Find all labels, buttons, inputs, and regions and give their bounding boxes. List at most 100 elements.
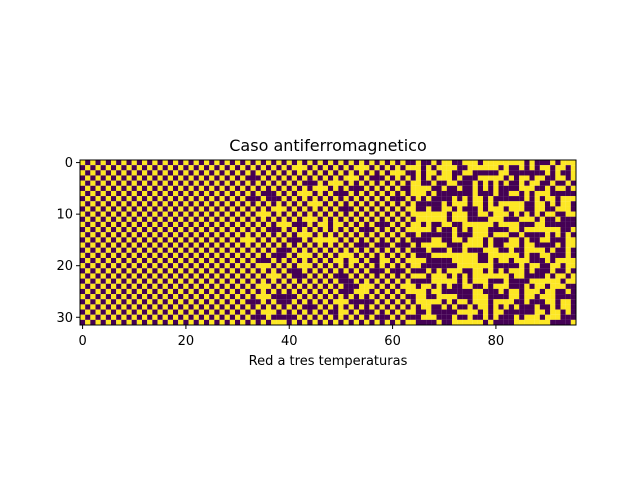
heatmap-cell bbox=[493, 185, 499, 191]
heatmap-cell bbox=[204, 268, 210, 274]
heatmap-cell bbox=[348, 227, 354, 233]
heatmap-cell bbox=[286, 319, 292, 326]
heatmap-cell bbox=[291, 257, 298, 264]
heatmap-cell bbox=[255, 170, 261, 176]
heatmap-cell bbox=[100, 180, 106, 186]
heatmap-cell bbox=[281, 242, 287, 248]
heatmap-cell bbox=[266, 170, 272, 176]
heatmap-cell bbox=[338, 170, 344, 176]
heatmap-cell bbox=[328, 170, 334, 176]
heatmap-cell bbox=[405, 201, 411, 207]
heatmap-cell bbox=[498, 242, 504, 248]
heatmap-cell bbox=[204, 190, 210, 197]
heatmap-cell bbox=[431, 278, 437, 284]
heatmap-cell bbox=[271, 190, 277, 197]
heatmap-cell bbox=[266, 319, 272, 326]
heatmap-cell bbox=[565, 283, 571, 289]
heatmap-cell bbox=[333, 247, 339, 253]
heatmap-cell bbox=[142, 211, 148, 217]
heatmap-cell bbox=[131, 180, 137, 186]
heatmap-cell bbox=[162, 211, 168, 217]
heatmap-cell bbox=[116, 263, 122, 269]
heatmap-cell bbox=[286, 201, 292, 207]
heatmap-cell bbox=[126, 211, 132, 217]
heatmap-cell bbox=[90, 221, 96, 228]
heatmap-cell bbox=[508, 309, 515, 315]
heatmap-cell bbox=[514, 237, 520, 243]
heatmap-cell bbox=[472, 273, 478, 279]
heatmap-cell bbox=[384, 165, 391, 171]
heatmap-cell bbox=[229, 319, 236, 326]
heatmap-cell bbox=[472, 257, 478, 264]
heatmap-cell bbox=[560, 216, 566, 222]
heatmap-cell bbox=[550, 278, 556, 284]
heatmap-cell bbox=[348, 314, 354, 320]
heatmap-cell bbox=[348, 257, 354, 264]
heatmap-cell bbox=[555, 309, 561, 315]
heatmap-cell bbox=[560, 232, 566, 238]
heatmap-cell bbox=[457, 165, 463, 171]
heatmap-cell bbox=[147, 304, 153, 310]
heatmap-cell bbox=[457, 211, 463, 217]
heatmap-cell bbox=[188, 257, 194, 264]
heatmap-cell bbox=[80, 247, 86, 253]
heatmap-cell bbox=[147, 278, 153, 284]
heatmap-cell bbox=[519, 227, 525, 233]
heatmap-cell bbox=[483, 165, 489, 171]
heatmap-cell bbox=[415, 294, 422, 300]
heatmap-cell bbox=[514, 227, 520, 233]
heatmap-cell bbox=[147, 247, 153, 253]
heatmap-cell bbox=[328, 232, 334, 238]
heatmap-cell bbox=[503, 268, 509, 274]
heatmap-cell bbox=[374, 206, 380, 212]
heatmap-cell bbox=[312, 273, 318, 279]
heatmap-cell bbox=[436, 257, 442, 264]
heatmap-cell bbox=[136, 314, 143, 320]
heatmap-cell bbox=[395, 263, 401, 269]
heatmap-cell bbox=[353, 263, 360, 269]
heatmap-cell bbox=[188, 201, 194, 207]
heatmap-cell bbox=[364, 170, 370, 176]
heatmap-cell bbox=[178, 190, 184, 197]
heatmap-cell bbox=[276, 175, 282, 181]
heatmap-cell bbox=[457, 242, 463, 248]
heatmap-cell bbox=[297, 309, 303, 315]
heatmap-cell bbox=[338, 160, 344, 166]
heatmap-cell bbox=[85, 278, 91, 284]
heatmap-cell bbox=[524, 319, 530, 326]
heatmap-cell bbox=[338, 288, 344, 295]
heatmap-cell bbox=[415, 211, 422, 217]
heatmap-cell bbox=[219, 252, 225, 259]
heatmap-cell bbox=[317, 216, 323, 222]
heatmap-cell bbox=[147, 190, 153, 197]
heatmap-cell bbox=[514, 190, 520, 197]
heatmap-cell bbox=[307, 190, 313, 197]
heatmap-cell bbox=[421, 170, 427, 176]
heatmap-cell bbox=[421, 299, 427, 305]
heatmap-cell bbox=[493, 283, 499, 289]
heatmap-cell bbox=[343, 268, 349, 274]
heatmap-cell bbox=[121, 211, 127, 217]
heatmap-cell bbox=[317, 160, 323, 166]
heatmap-cell bbox=[80, 242, 86, 248]
heatmap-cell bbox=[529, 227, 535, 233]
heatmap-cell bbox=[183, 221, 189, 228]
heatmap-cell bbox=[85, 190, 91, 197]
heatmap-cell bbox=[534, 190, 540, 197]
heatmap-cell bbox=[95, 165, 101, 171]
heatmap-cell bbox=[126, 314, 132, 320]
heatmap-cell bbox=[271, 237, 277, 243]
heatmap-cell bbox=[359, 288, 365, 295]
heatmap-cell bbox=[529, 288, 535, 295]
heatmap-cell bbox=[250, 273, 256, 279]
heatmap-cell bbox=[312, 201, 318, 207]
heatmap-cell bbox=[281, 211, 287, 217]
heatmap-cell bbox=[328, 294, 334, 300]
heatmap-cell bbox=[229, 252, 236, 259]
heatmap-cell bbox=[167, 190, 174, 197]
heatmap-cell bbox=[214, 237, 220, 243]
heatmap-cell bbox=[111, 160, 117, 166]
heatmap-cell bbox=[157, 221, 163, 228]
heatmap-cell bbox=[405, 206, 411, 212]
heatmap-cell bbox=[369, 211, 375, 217]
